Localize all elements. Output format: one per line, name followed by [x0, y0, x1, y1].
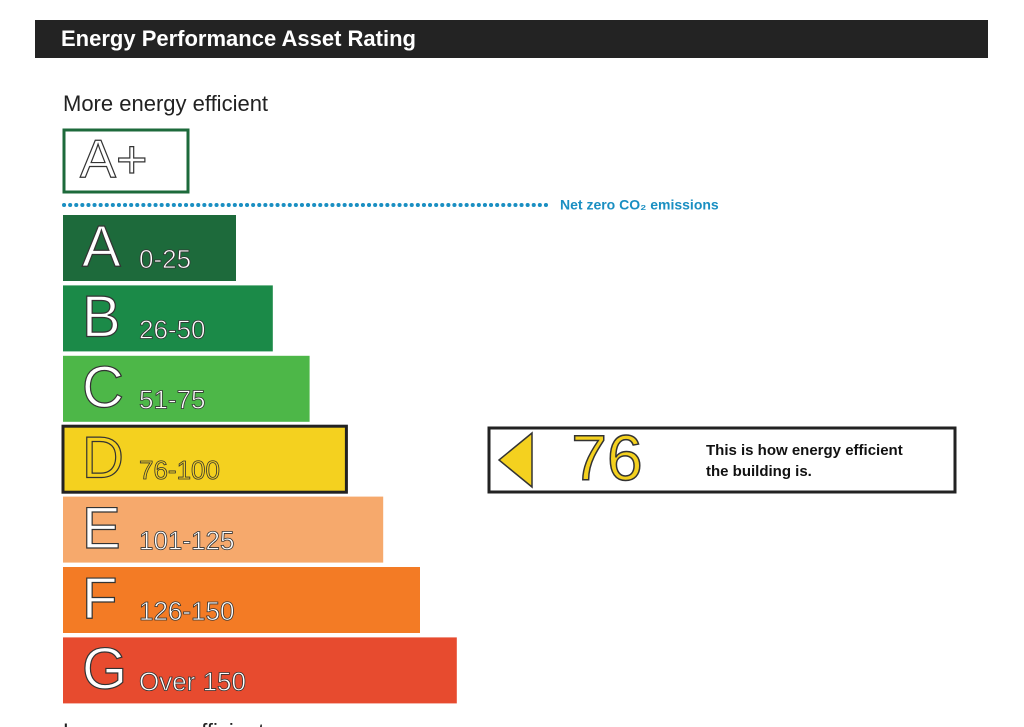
rating-message: This is how energy efficient: [706, 442, 903, 459]
net-zero-label: Net zero CO₂ emissions: [560, 197, 719, 213]
band-letter: E: [82, 496, 121, 561]
top-label: More energy efficient: [63, 91, 268, 116]
band-bar: [61, 424, 348, 494]
band-bar: [63, 215, 236, 281]
band-letter: A: [82, 214, 121, 279]
rating-box: [487, 426, 957, 494]
band-range: Over 150: [139, 666, 246, 696]
band-range: 101-125: [139, 525, 234, 555]
band-bar: [63, 496, 384, 563]
band-range: 26-50: [139, 314, 206, 344]
band-letter: F: [82, 566, 117, 631]
band-letter: C: [82, 355, 124, 420]
rating-message: the building is.: [706, 463, 812, 480]
rating-value: 76: [571, 422, 642, 494]
band-bar: [63, 567, 420, 633]
a-plus-box: [62, 128, 190, 194]
band-letter: D: [82, 426, 124, 491]
band-letter: G: [82, 637, 127, 702]
band-letter: B: [82, 285, 121, 350]
band-range: 0-25: [139, 244, 191, 274]
bottom-label: Less energy efficient: [63, 719, 264, 727]
band-bar: [63, 355, 310, 422]
band-bar: [63, 285, 273, 352]
band-range: 76-100: [139, 455, 220, 485]
a-plus-letter: A+: [80, 129, 148, 189]
band-range: 126-150: [139, 596, 234, 626]
header-bar: [35, 20, 988, 58]
rating-arrow: [497, 431, 533, 489]
bands: A 0-25 B 26-50 C 51-75 D 76-100 E 101-125 F 126-150…: [61, 214, 457, 704]
band-bar: [63, 637, 457, 704]
header-title: Energy Performance Asset Rating: [61, 26, 416, 51]
band-range: 51-75: [139, 385, 206, 415]
